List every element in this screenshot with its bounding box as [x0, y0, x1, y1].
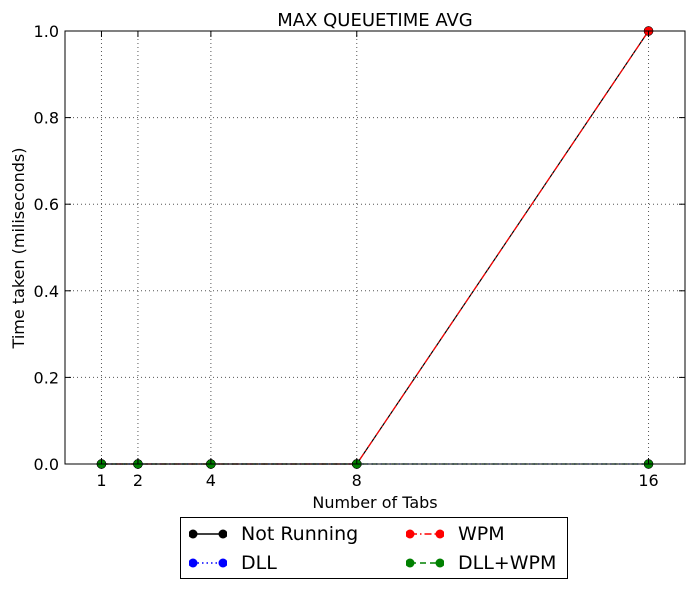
legend-item-wpm: WPM [406, 522, 505, 546]
chart-title: MAX QUEUETIME AVG [277, 10, 473, 31]
x-tick-label: 16 [638, 471, 658, 490]
legend: Not Running DLL WPM DLL+WPM [180, 517, 568, 579]
y-tick-label: 0.8 [34, 109, 59, 128]
legend-label-dll: DLL [241, 552, 277, 574]
legend-label-wpm: WPM [458, 523, 505, 545]
legend-swatch-dll [189, 558, 227, 568]
legend-item-dll-wpm: DLL+WPM [406, 551, 556, 575]
x-tick-label: 2 [133, 471, 143, 490]
legend-swatch-not-running [189, 529, 227, 539]
y-tick-label: 0.4 [34, 282, 59, 301]
x-tick-label: 4 [206, 471, 216, 490]
plot-area-frame [64, 30, 686, 465]
legend-label-dll-wpm: DLL+WPM [458, 552, 557, 574]
grid-lines [65, 31, 685, 464]
axis-ticks: 1 2 4 8 16 0.0 0.2 0.4 0.6 0.8 1.0 [34, 22, 685, 490]
y-tick-label: 0.2 [34, 368, 59, 387]
legend-item-dll: DLL [189, 551, 277, 575]
legend-swatch-wpm [406, 529, 444, 539]
x-tick-label: 1 [96, 471, 106, 490]
x-axis-label: Number of Tabs [312, 493, 437, 512]
y-axis-label: Time taken (miliseconds) [9, 148, 28, 350]
y-tick-label: 1.0 [34, 22, 59, 41]
series-line-wpm [101, 30, 650, 465]
series-lines [96, 26, 654, 469]
legend-item-not-running: Not Running [189, 522, 358, 546]
x-tick-label: 8 [352, 471, 362, 490]
y-tick-label: 0.0 [34, 455, 59, 474]
legend-swatch-dll-wpm [406, 558, 444, 568]
legend-label-not-running: Not Running [241, 523, 359, 545]
series-line-not-running [101, 30, 650, 465]
y-tick-label: 0.6 [34, 195, 59, 214]
